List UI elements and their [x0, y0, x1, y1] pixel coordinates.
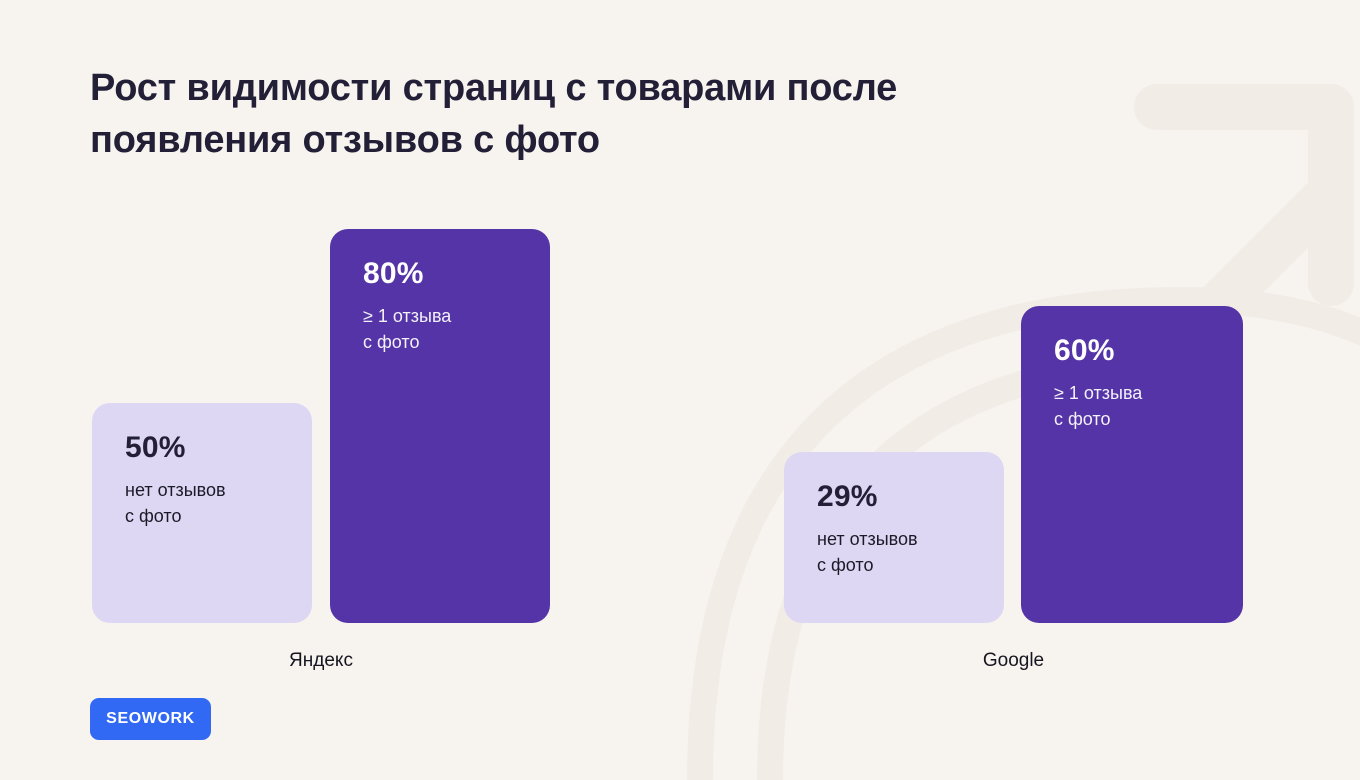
category-label-google: Google: [982, 650, 1045, 671]
bar-caption: ≥ 1 отзыва с фото: [1054, 383, 1143, 429]
bar-value-label: 50%: [125, 431, 186, 464]
bar-yandex-with-photo-reviews: 80% ≥ 1 отзыва с фото: [330, 229, 550, 623]
bar-value-label: 29%: [817, 480, 878, 513]
bar-caption: нет отзывов с фото: [817, 529, 918, 575]
bar-value-label: 80%: [363, 257, 424, 290]
brand-badge-label: SEOWORK: [106, 710, 195, 727]
category-label-yandex: Яндекс: [289, 650, 353, 671]
page-title: Рост видимости страниц с товарами после …: [90, 67, 898, 161]
bar-google-no-photo-reviews: 29% нет отзывов с фото: [784, 452, 1004, 623]
bar-google-with-photo-reviews: 60% ≥ 1 отзыва с фото: [1021, 306, 1243, 623]
seowork-brand-badge: SEOWORK: [90, 698, 211, 740]
bar-caption: ≥ 1 отзыва с фото: [363, 306, 452, 352]
bar-value-label: 60%: [1054, 334, 1115, 367]
bar-caption: нет отзывов с фото: [125, 480, 226, 526]
bar-yandex-no-photo-reviews: 50% нет отзывов с фото: [92, 403, 312, 623]
